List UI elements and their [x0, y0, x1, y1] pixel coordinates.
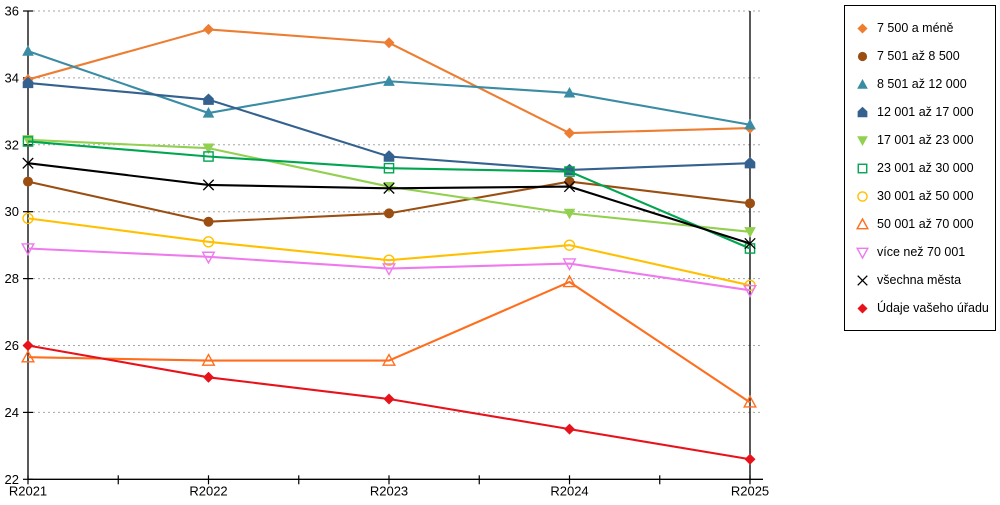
- legend-label: 8 501 až 12 000: [877, 77, 967, 91]
- legend-item: 23 001 až 30 000: [855, 160, 995, 176]
- legend-label: 7 500 a méně: [877, 21, 954, 35]
- legend-label: 50 001 až 70 000: [877, 217, 974, 231]
- series-line: [27, 247, 751, 292]
- legend-item: 50 001 až 70 000: [855, 216, 995, 232]
- y-axis-tick-label: 34: [5, 70, 19, 85]
- y-axis-tick-label: 28: [5, 271, 19, 286]
- triangle-up-marker-icon: [857, 78, 868, 89]
- x-marker-icon: [857, 274, 868, 286]
- legend-label: 12 001 až 17 000: [877, 105, 974, 119]
- legend-item: 12 001 až 17 000: [855, 104, 995, 120]
- series-line-group: [22, 76, 756, 176]
- series-line-group: [22, 157, 756, 250]
- y-axis-tick-label: 24: [5, 405, 19, 420]
- triangle-up-marker-icon: [855, 217, 870, 229]
- legend-item: 8 501 až 12 000: [855, 76, 995, 92]
- legend-item: 30 001 až 50 000: [855, 188, 995, 204]
- series-line-group: [21, 274, 757, 408]
- legend-label: všechna města: [877, 273, 962, 287]
- legend-label: 7 501 až 8 500: [877, 49, 960, 63]
- pentagon-marker-icon: [857, 106, 868, 117]
- legend-label: 30 001 až 50 000: [877, 189, 974, 203]
- series-line-group: [23, 176, 755, 227]
- x-axis-tick-label: R2022: [189, 483, 227, 498]
- series-line: [27, 50, 751, 126]
- circle-marker-icon: [857, 190, 868, 202]
- series-line: [27, 140, 751, 250]
- circle-marker-icon: [857, 51, 868, 61]
- legend-label: Údaje vašeho úřadu: [877, 301, 989, 315]
- series-line-group: [22, 45, 756, 130]
- y-axis-tick-label: 36: [5, 4, 19, 19]
- y-axis-tick-label: 30: [5, 204, 19, 219]
- series-line: [27, 280, 751, 404]
- legend-label: 23 001 až 30 000: [877, 161, 974, 175]
- legend-item: všechna města: [855, 272, 995, 288]
- y-axis-tick-label: 32: [5, 137, 19, 152]
- legend-label: více než 70 001: [877, 245, 966, 259]
- square-marker-icon: [857, 163, 868, 173]
- legend-label: 17 001 až 23 000: [877, 133, 974, 147]
- series-line-group: [21, 243, 757, 298]
- x-axis-tick-label: R2023: [370, 483, 408, 498]
- y-axis-tick-label: 26: [5, 338, 19, 353]
- legend-item: 17 001 až 23 000: [855, 132, 995, 148]
- axis-labels: 22 24 26 28 30 32 34 36 R2021 R2022 R2023 R2024 R202…: [5, 4, 770, 499]
- series-line: [27, 217, 751, 287]
- legend-item: Údaje vašeho úřadu: [855, 300, 995, 316]
- x-axis-tick-label: R2025: [731, 483, 769, 498]
- diamond-marker-icon: [857, 302, 868, 314]
- diamond-marker-icon: [857, 22, 868, 34]
- series-line-group: [22, 340, 756, 465]
- y-axis-tick-label: 22: [5, 472, 19, 487]
- legend-item: 7 500 a méně: [855, 20, 995, 36]
- legend-item: více než 70 001: [855, 244, 995, 260]
- triangle-down-marker-icon: [857, 135, 868, 146]
- triangle-down-marker-icon: [855, 247, 870, 259]
- x-axis-tick-label: R2021: [9, 483, 47, 498]
- legend: 7 500 a méně 7 501 až 8 500 8 501 až 12 00…: [844, 5, 996, 331]
- x-axis-tick-label: R2024: [550, 483, 588, 498]
- legend-item: 7 501 až 8 500: [855, 48, 995, 64]
